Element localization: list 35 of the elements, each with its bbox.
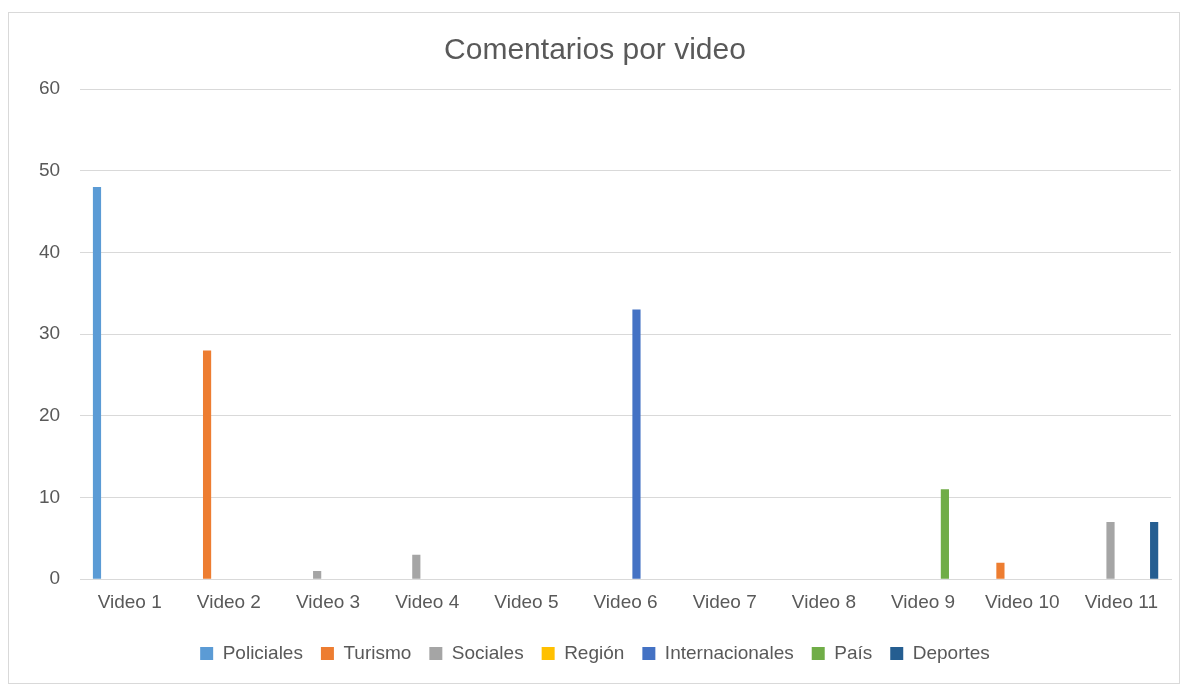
- x-tick-label: Video 9: [891, 590, 956, 612]
- x-tick-label: Video 5: [494, 590, 559, 612]
- bar: [313, 571, 322, 579]
- bar: [202, 350, 212, 579]
- x-tick-label: Video 4: [395, 590, 460, 612]
- y-tick-label: 60: [38, 77, 61, 99]
- bar: [412, 554, 421, 579]
- x-tick-label: Video 11: [1084, 590, 1159, 612]
- y-tick-label: 50: [38, 158, 61, 180]
- legend-label: Turismo: [343, 641, 412, 663]
- legend-label: Policiales: [222, 641, 303, 663]
- y-tick-label: 0: [49, 567, 61, 589]
- legend-label: Sociales: [451, 641, 524, 663]
- x-tick-label: Video 3: [296, 590, 361, 612]
- bar: [1150, 522, 1159, 579]
- bar: [940, 489, 949, 579]
- x-tick-label: Video 10: [984, 590, 1060, 612]
- bar: [92, 187, 102, 579]
- bar: [1106, 522, 1115, 579]
- legend-label: Deportes: [912, 641, 990, 663]
- bar: [996, 562, 1005, 579]
- y-tick-label: 20: [38, 404, 61, 426]
- legend-label: Internacionales: [664, 641, 794, 663]
- y-tick-label: 10: [38, 485, 61, 507]
- x-tick-label: Video 1: [97, 590, 162, 612]
- x-tick-label: Video 2: [196, 590, 261, 612]
- legend-label: País: [834, 641, 873, 663]
- x-tick-label: Video 8: [791, 590, 856, 612]
- x-tick-label: Video 6: [593, 590, 658, 612]
- legend-label: Región: [564, 641, 625, 663]
- chart-title: Comentarios por video: [444, 32, 746, 66]
- y-tick-label: 30: [38, 322, 61, 344]
- bar: [632, 309, 641, 579]
- y-tick-label: 40: [38, 240, 61, 262]
- x-tick-label: Video 7: [692, 590, 757, 612]
